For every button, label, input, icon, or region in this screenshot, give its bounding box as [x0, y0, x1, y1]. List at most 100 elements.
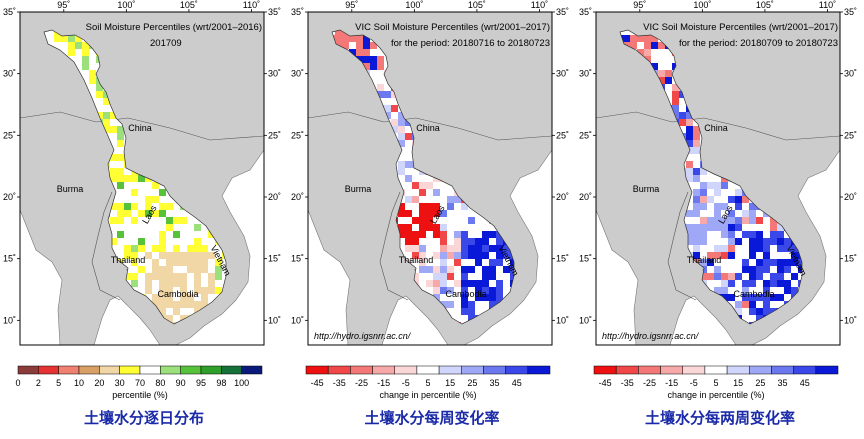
- raster-cell: [398, 231, 405, 238]
- raster-cell: [363, 56, 370, 63]
- raster-cell: [405, 196, 412, 203]
- lat-tick-label-left: 10˚: [579, 315, 592, 325]
- lat-tick-label-right: 30˚: [844, 69, 857, 79]
- raster-cell: [686, 119, 693, 126]
- raster-cell: [187, 259, 194, 266]
- raster-cell: [138, 245, 145, 252]
- raster-cell: [180, 280, 187, 287]
- lat-tick-label-left: 10˚: [3, 315, 16, 325]
- raster-cell: [763, 287, 770, 294]
- raster-cell: [433, 210, 440, 217]
- raster-cell: [187, 252, 194, 259]
- raster-cell: [735, 273, 742, 280]
- raster-cell: [398, 119, 405, 126]
- raster-cell: [475, 259, 482, 266]
- raster-cell: [426, 210, 433, 217]
- raster-cell: [96, 112, 103, 119]
- raster-cell: [728, 217, 735, 224]
- legend-tick-label: 45: [512, 378, 522, 388]
- raster-cell: [398, 168, 405, 175]
- raster-cell: [138, 210, 145, 217]
- raster-cell: [187, 294, 194, 301]
- raster-cell: [468, 308, 475, 315]
- lat-tick-label-left: 10˚: [291, 315, 304, 325]
- source-url: http://hydro.igsnrr.ac.cn/: [602, 331, 700, 341]
- raster-cell: [489, 231, 496, 238]
- raster-cell: [665, 77, 672, 84]
- raster-cell: [166, 287, 173, 294]
- legend-swatch: [771, 365, 794, 375]
- raster-cell: [742, 294, 749, 301]
- raster-cell: [693, 224, 700, 231]
- lat-tick-label-right: 25˚: [556, 130, 569, 140]
- raster-cell: [363, 49, 370, 56]
- raster-cell: [756, 259, 763, 266]
- border-line: [91, 191, 121, 301]
- raster-cell: [145, 252, 152, 259]
- raster-cell: [124, 273, 131, 280]
- raster-cell: [440, 301, 447, 308]
- raster-cell: [468, 301, 475, 308]
- raster-cell: [440, 224, 447, 231]
- raster-cell: [791, 245, 798, 252]
- raster-cell: [440, 245, 447, 252]
- raster-cell: [496, 238, 503, 245]
- legend-swatch: [180, 365, 202, 375]
- raster-cell: [138, 238, 145, 245]
- raster-cell: [159, 245, 166, 252]
- raster-cell: [735, 301, 742, 308]
- raster-cell: [644, 35, 651, 42]
- raster-cell: [468, 252, 475, 259]
- raster-cell: [735, 196, 742, 203]
- raster-cell: [159, 280, 166, 287]
- border-line: [307, 111, 553, 141]
- raster-cell: [791, 287, 798, 294]
- raster-cell: [440, 273, 447, 280]
- raster-cell: [777, 245, 784, 252]
- raster-cell: [440, 238, 447, 245]
- raster-cell: [194, 287, 201, 294]
- raster-cell: [159, 266, 166, 273]
- raster-cell: [166, 266, 173, 273]
- raster-cell: [749, 217, 756, 224]
- raster-cell: [208, 252, 215, 259]
- raster-cell: [482, 231, 489, 238]
- raster-cell: [159, 210, 166, 217]
- raster-cell: [180, 294, 187, 301]
- raster-cell: [454, 238, 461, 245]
- place-label-china: China: [128, 123, 152, 133]
- raster-cell: [159, 189, 166, 196]
- raster-cell: [672, 105, 679, 112]
- raster-cell: [215, 259, 222, 266]
- raster-cell: [475, 245, 482, 252]
- lat-tick-label-right: 30˚: [268, 69, 281, 79]
- legend-swatch: [78, 365, 100, 375]
- lat-tick-label-left: 15˚: [579, 254, 592, 264]
- raster-cell: [693, 210, 700, 217]
- map-panel-1: 95˚ 100˚ 105˚ 110˚ 35˚ 35˚ 30˚ 30˚ 25˚ 25˚ 20˚ 20˚ 1…: [0, 0, 288, 439]
- legend-swatch: [527, 365, 551, 375]
- raster-cell: [68, 42, 75, 49]
- raster-cell: [742, 231, 749, 238]
- raster-cell: [482, 245, 489, 252]
- place-label-cambodia: Cambodia: [157, 289, 198, 299]
- place-label-cambodia: Cambodia: [445, 289, 486, 299]
- lon-tick-label: 100˚: [405, 0, 423, 10]
- raster-cell: [707, 182, 714, 189]
- raster-cell: [784, 238, 791, 245]
- raster-cell: [433, 203, 440, 210]
- raster-cell: [384, 91, 391, 98]
- raster-cell: [482, 238, 489, 245]
- border-line: [19, 111, 265, 141]
- raster-cell: [686, 140, 693, 147]
- raster-cell: [693, 175, 700, 182]
- panel-caption: 土壤水分每两周变化率: [644, 409, 795, 427]
- raster-cell: [166, 252, 173, 259]
- raster-cell: [405, 231, 412, 238]
- raster-cell: [496, 280, 503, 287]
- raster-cell: [398, 126, 405, 133]
- raster-cell: [173, 301, 180, 308]
- raster-cell: [686, 231, 693, 238]
- lon-tick-label: 105˚: [180, 0, 198, 10]
- raster-cell: [461, 252, 468, 259]
